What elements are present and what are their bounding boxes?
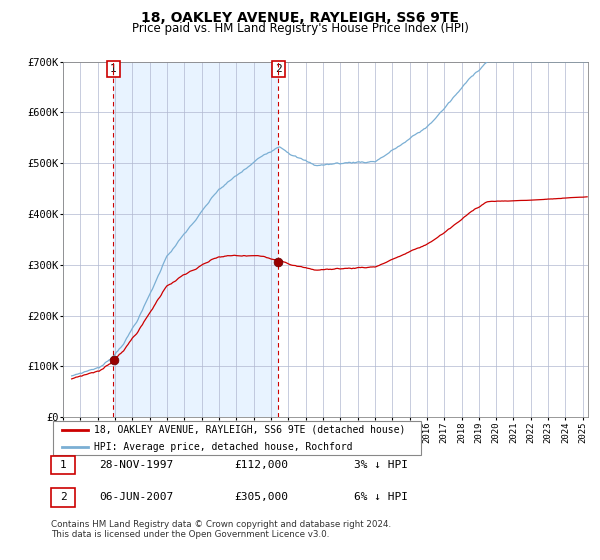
Text: HPI: Average price, detached house, Rochford: HPI: Average price, detached house, Roch… bbox=[94, 442, 352, 452]
Bar bbox=[113, 62, 278, 417]
Text: £112,000: £112,000 bbox=[234, 460, 288, 470]
Text: 3% ↓ HPI: 3% ↓ HPI bbox=[354, 460, 408, 470]
Point bbox=[109, 356, 118, 365]
Text: 1: 1 bbox=[59, 460, 67, 470]
Point bbox=[274, 258, 283, 267]
Text: 18, OAKLEY AVENUE, RAYLEIGH, SS6 9TE: 18, OAKLEY AVENUE, RAYLEIGH, SS6 9TE bbox=[141, 11, 459, 25]
Text: 06-JUN-2007: 06-JUN-2007 bbox=[99, 492, 173, 502]
Text: 2: 2 bbox=[275, 64, 282, 74]
Text: 6% ↓ HPI: 6% ↓ HPI bbox=[354, 492, 408, 502]
Text: 18, OAKLEY AVENUE, RAYLEIGH, SS6 9TE (detached house): 18, OAKLEY AVENUE, RAYLEIGH, SS6 9TE (de… bbox=[94, 425, 405, 435]
Text: £305,000: £305,000 bbox=[234, 492, 288, 502]
Text: 2: 2 bbox=[59, 492, 67, 502]
Text: 28-NOV-1997: 28-NOV-1997 bbox=[99, 460, 173, 470]
Text: 1: 1 bbox=[110, 64, 117, 74]
FancyBboxPatch shape bbox=[53, 422, 421, 455]
Text: Price paid vs. HM Land Registry's House Price Index (HPI): Price paid vs. HM Land Registry's House … bbox=[131, 22, 469, 35]
Text: Contains HM Land Registry data © Crown copyright and database right 2024.
This d: Contains HM Land Registry data © Crown c… bbox=[51, 520, 391, 539]
